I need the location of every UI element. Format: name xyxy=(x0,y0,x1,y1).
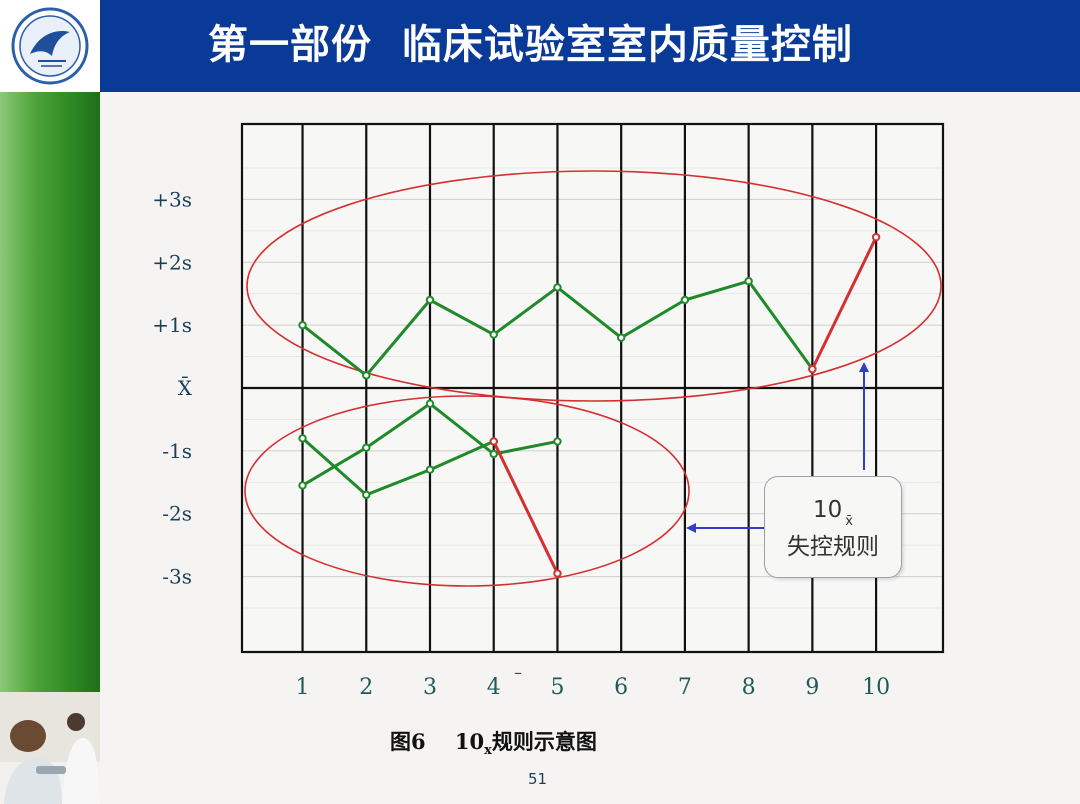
data-point xyxy=(362,371,371,380)
lower-ellipse xyxy=(244,395,690,587)
series-4 xyxy=(808,232,881,374)
data-point xyxy=(362,490,371,500)
data-point xyxy=(616,333,626,342)
data-point xyxy=(489,437,498,446)
rule-callout: 10 x̄ 失控规则 xyxy=(764,476,902,578)
y-tick-label: +2s xyxy=(152,250,192,274)
callout-text: 失控规则 xyxy=(787,534,879,560)
data-point xyxy=(553,437,562,446)
x-tick-label: 2 xyxy=(359,675,373,700)
series-line xyxy=(492,440,559,575)
x-tick-label: 3 xyxy=(423,675,437,700)
y-tick-label: -1s xyxy=(162,439,192,463)
lab-photo xyxy=(0,692,100,804)
x-tick-label: 6 xyxy=(614,675,628,700)
x-tick-label: 7 xyxy=(678,675,692,700)
title-bar xyxy=(100,0,1080,92)
x-tick-label: 1 xyxy=(296,675,310,700)
caption-fig: 图6 xyxy=(390,729,426,754)
stray-dash: – xyxy=(514,663,522,682)
x-tick-label: 4 xyxy=(487,675,501,700)
y-tick-label: -2s xyxy=(162,502,192,526)
data-point xyxy=(553,283,562,292)
series-line xyxy=(811,236,878,370)
data-point xyxy=(871,232,881,242)
data-point xyxy=(298,320,307,330)
data-point xyxy=(362,443,371,452)
x-tick-label: 9 xyxy=(805,675,819,700)
y-tick-label: X̄ xyxy=(178,375,193,400)
series-layer xyxy=(298,232,881,578)
callout-sub: x̄ xyxy=(845,514,853,529)
plot-border xyxy=(240,122,945,654)
data-point xyxy=(425,465,435,474)
y-tick-label: +1s xyxy=(152,313,192,337)
caption-rest: 规则示意图 xyxy=(491,729,597,754)
data-point xyxy=(744,276,753,286)
data-point xyxy=(680,295,690,305)
series-2 xyxy=(298,399,562,490)
data-point xyxy=(425,399,435,408)
slide-header: 第一部份 临床试验室室内质量控制 xyxy=(0,0,1080,92)
upper-ellipse xyxy=(246,170,942,402)
university-seal-logo xyxy=(8,6,92,86)
y-axis-labels: +3s +2s +1s X̄ -1s -2s -3s xyxy=(152,187,193,588)
green-side-stripe xyxy=(0,92,100,692)
series-line xyxy=(301,437,495,497)
y-tick-label: +3s xyxy=(152,187,192,211)
x-axis-labels: 1 2 3 4 5 6 7 8 9 10 xyxy=(296,675,891,700)
data-point xyxy=(808,364,817,374)
figure-caption: 图6 10x规则示意图 xyxy=(390,726,597,758)
page-number: 51 xyxy=(528,770,548,788)
callout-main: 10 xyxy=(813,497,843,523)
y-tick-label: -3s xyxy=(162,565,192,589)
caption-sub: x xyxy=(484,743,492,759)
series-5 xyxy=(489,437,562,578)
data-point xyxy=(489,330,498,339)
data-point xyxy=(298,434,307,443)
data-point xyxy=(425,295,435,305)
x-tick-label: 5 xyxy=(550,675,564,700)
data-point xyxy=(489,449,498,459)
data-point xyxy=(298,481,307,490)
caption-main: 10 xyxy=(454,729,485,754)
x-tick-label: 10 xyxy=(862,675,890,700)
x-tick-label: 8 xyxy=(742,675,756,700)
slide-title: 第一部份 临床试验室室内质量控制 xyxy=(208,22,853,68)
data-point xyxy=(553,569,562,578)
callout-rule-name: 10 x̄ xyxy=(765,497,901,529)
